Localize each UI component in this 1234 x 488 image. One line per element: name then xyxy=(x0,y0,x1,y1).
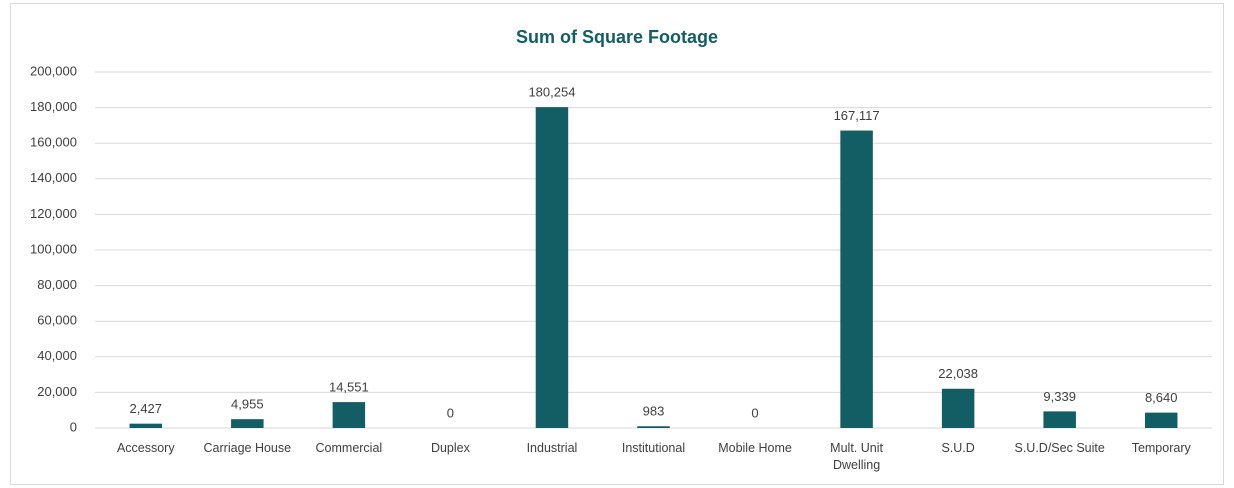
y-tick-label: 80,000 xyxy=(37,277,77,292)
bar xyxy=(231,419,264,428)
chart-border xyxy=(10,3,1224,485)
x-tick-label: S.U.D xyxy=(941,441,975,455)
y-tick-label: 120,000 xyxy=(30,206,77,221)
data-label: 14,551 xyxy=(329,380,369,395)
bar xyxy=(1043,411,1076,428)
x-tick-label: Accessory xyxy=(116,441,175,455)
y-tick-label: 60,000 xyxy=(37,313,77,328)
data-label: 8,640 xyxy=(1145,390,1178,405)
data-label: 0 xyxy=(447,405,454,420)
y-tick-label: 140,000 xyxy=(30,170,77,185)
bar xyxy=(637,426,670,428)
y-tick-label: 200,000 xyxy=(30,63,77,78)
bar xyxy=(129,423,163,428)
data-label: 9,339 xyxy=(1043,389,1076,404)
x-tick-label: Mult. Unit Dwelling xyxy=(830,441,883,472)
x-tick-label: Commercial xyxy=(315,441,383,455)
bar xyxy=(1144,412,1178,428)
x-tick-label: Carriage House xyxy=(203,441,292,455)
data-label: 4,955 xyxy=(231,397,264,412)
chart-title: Sum of Square Footage xyxy=(516,27,718,47)
bar xyxy=(535,107,569,428)
y-tick-label: 20,000 xyxy=(37,384,77,399)
bar xyxy=(332,402,366,428)
x-tick-label: S.U.D/Sec Suite xyxy=(1014,441,1105,455)
x-tick-label: Mobile Home xyxy=(718,441,792,455)
x-tick-label: Industrial xyxy=(526,441,578,455)
y-tick-label: 40,000 xyxy=(37,348,77,363)
bar xyxy=(941,388,975,428)
data-label: 167,117 xyxy=(834,108,880,123)
bar xyxy=(840,130,873,428)
x-tick-label: Institutional xyxy=(621,441,686,455)
data-label: 983 xyxy=(643,404,665,419)
y-tick-label: 100,000 xyxy=(30,241,77,256)
data-label: 2,427 xyxy=(129,401,162,416)
x-tick-label: Duplex xyxy=(430,441,470,455)
data-label: 22,038 xyxy=(938,366,978,381)
y-tick-label: 180,000 xyxy=(30,99,77,114)
data-label: 180,254 xyxy=(528,85,575,100)
y-tick-label: 160,000 xyxy=(30,135,77,150)
data-label: 0 xyxy=(751,405,758,420)
y-tick-label: 0 xyxy=(70,419,77,434)
x-tick-label: Temporary xyxy=(1131,441,1191,455)
